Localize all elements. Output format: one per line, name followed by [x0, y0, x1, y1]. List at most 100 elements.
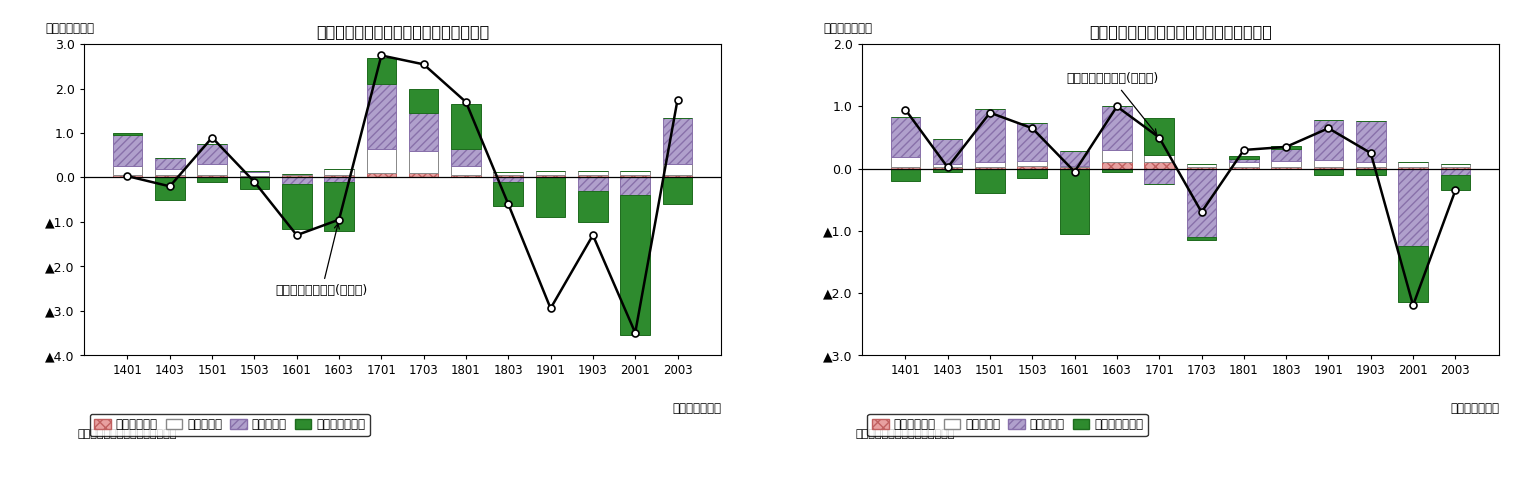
Bar: [578, 177, 607, 191]
Bar: [1356, 162, 1385, 167]
Bar: [1399, 169, 1428, 246]
Bar: [367, 173, 396, 177]
Bar: [493, 172, 524, 176]
Bar: [621, 177, 650, 195]
Bar: [1313, 167, 1344, 169]
Bar: [1230, 162, 1259, 167]
Bar: [367, 84, 396, 149]
Bar: [578, 176, 607, 177]
Bar: [662, 176, 693, 177]
Bar: [1313, 119, 1344, 160]
Bar: [1102, 106, 1132, 150]
Bar: [324, 177, 353, 182]
Bar: [324, 182, 353, 231]
Bar: [890, 157, 921, 167]
Bar: [1145, 169, 1173, 184]
Bar: [282, 177, 312, 184]
Text: （資料）財務省「法人企業統計」: （資料）財務省「法人企業統計」: [855, 429, 954, 439]
Bar: [1399, 162, 1428, 167]
Bar: [367, 149, 396, 173]
Bar: [239, 172, 269, 176]
Bar: [451, 105, 481, 149]
Bar: [1102, 162, 1132, 169]
Bar: [1102, 150, 1132, 162]
Bar: [493, 182, 524, 207]
Bar: [1187, 169, 1216, 237]
Title: 売上高経常利益率の要因分解（製造業）: 売上高経常利益率の要因分解（製造業）: [317, 24, 489, 39]
Bar: [1313, 169, 1344, 175]
Bar: [976, 109, 1005, 162]
Bar: [578, 171, 607, 176]
Bar: [113, 167, 143, 176]
Bar: [409, 151, 438, 173]
Bar: [1102, 169, 1132, 172]
Bar: [1356, 121, 1385, 162]
Title: 売上高経常利益率の要因分解（非製造業）: 売上高経常利益率の要因分解（非製造業）: [1088, 24, 1272, 39]
Bar: [1399, 246, 1428, 302]
Bar: [933, 140, 962, 164]
Text: 売上高経常利益率(前年差): 売上高経常利益率(前年差): [275, 224, 368, 297]
Bar: [324, 169, 353, 176]
Bar: [1145, 155, 1173, 162]
Bar: [1440, 175, 1470, 190]
Bar: [933, 164, 962, 167]
Bar: [239, 177, 269, 188]
Bar: [536, 177, 565, 217]
Bar: [198, 144, 227, 164]
Text: （前年差、％）: （前年差、％）: [823, 22, 872, 35]
Bar: [621, 195, 650, 335]
Bar: [1187, 164, 1216, 167]
Bar: [113, 136, 143, 167]
Bar: [1018, 166, 1047, 169]
Bar: [198, 164, 227, 176]
Bar: [493, 176, 524, 177]
Bar: [113, 133, 143, 136]
Bar: [451, 176, 481, 177]
Bar: [155, 169, 184, 176]
Bar: [1018, 123, 1047, 161]
Bar: [1187, 237, 1216, 240]
Bar: [239, 176, 269, 177]
Bar: [1440, 164, 1470, 167]
Bar: [1271, 161, 1301, 167]
Bar: [536, 171, 565, 176]
Bar: [113, 176, 143, 177]
Bar: [890, 167, 921, 169]
Bar: [1313, 160, 1344, 167]
Bar: [1230, 156, 1259, 159]
Bar: [155, 176, 184, 177]
Bar: [621, 171, 650, 176]
Bar: [1440, 167, 1470, 169]
Bar: [890, 117, 921, 157]
Bar: [933, 169, 962, 172]
Bar: [1399, 167, 1428, 169]
Bar: [1018, 161, 1047, 166]
Bar: [1440, 169, 1470, 175]
Bar: [1059, 150, 1090, 166]
Bar: [409, 113, 438, 151]
Bar: [367, 58, 396, 84]
Legend: 金融費用要因, 人件費要因, 変動費要因, 減価償却費要因: 金融費用要因, 人件費要因, 変動費要因, 減価償却費要因: [868, 414, 1148, 436]
Bar: [493, 177, 524, 182]
Bar: [578, 191, 607, 222]
Bar: [890, 169, 921, 181]
Bar: [1271, 149, 1301, 161]
Bar: [155, 177, 184, 200]
Bar: [1187, 167, 1216, 169]
Bar: [282, 184, 312, 229]
Bar: [409, 173, 438, 177]
Text: 売上高経常利益率(前年差): 売上高経常利益率(前年差): [1065, 72, 1158, 134]
Bar: [155, 158, 184, 169]
Text: （年・四半期）: （年・四半期）: [673, 401, 721, 415]
Text: （資料）財務省「法人企業統計」: （資料）財務省「法人企業統計」: [78, 429, 177, 439]
Bar: [662, 177, 693, 204]
Bar: [536, 176, 565, 177]
Bar: [1356, 169, 1385, 175]
Bar: [621, 176, 650, 177]
Bar: [1230, 159, 1259, 162]
Bar: [1271, 167, 1301, 169]
Bar: [1356, 167, 1385, 169]
Bar: [198, 176, 227, 177]
Bar: [976, 169, 1005, 193]
Bar: [976, 162, 1005, 167]
